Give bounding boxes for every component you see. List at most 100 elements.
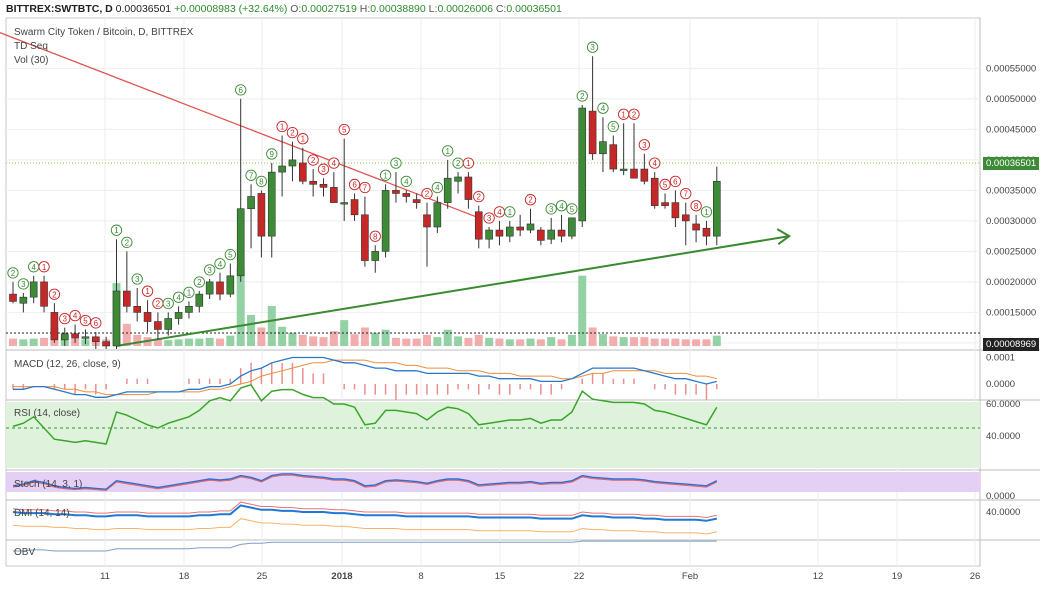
- td-count-circle: [193, 276, 205, 288]
- td-count-circle: [586, 41, 599, 53]
- td-count-marker: 2: [628, 108, 640, 120]
- dmi-tick-label: 40.0000: [986, 507, 1020, 518]
- candle-body: [609, 144, 618, 170]
- low-value: 0.00026006: [437, 3, 493, 15]
- candle-body: [257, 193, 266, 237]
- td-count-marker: 1: [462, 157, 475, 169]
- td-count-label: 7: [249, 171, 254, 180]
- td-count-label: 4: [601, 104, 606, 113]
- td-count-label: 1: [704, 208, 709, 217]
- td-count-marker: 5: [79, 314, 92, 327]
- td-count-circle: [121, 236, 133, 249]
- td-count-label: 2: [632, 110, 637, 119]
- volume-bar: [433, 337, 442, 346]
- td-count-label: 5: [228, 251, 233, 260]
- td-count-label: 4: [176, 293, 181, 302]
- candle-body: [9, 293, 17, 302]
- rsi-legend[interactable]: RSI (14, close): [14, 408, 81, 419]
- td-count-marker: 3: [390, 157, 402, 169]
- stoch-legend[interactable]: Stoch (14, 3, 1): [14, 479, 83, 490]
- open-label: O:: [290, 3, 302, 15]
- dmi-adx-line: [12, 504, 718, 522]
- last-price: 0.00036501: [115, 3, 172, 15]
- td-count-marker: 5: [224, 248, 237, 261]
- volume-bar: [650, 338, 659, 346]
- td-count-marker: 6: [90, 317, 102, 329]
- volume-bar: [640, 337, 649, 346]
- td-count-circle: [266, 148, 278, 160]
- candle-body: [505, 226, 514, 237]
- candle-body: [568, 217, 576, 237]
- td-count-marker: 3: [638, 139, 650, 151]
- time-axis-label: 2018: [331, 571, 352, 582]
- time-axis-label: 25: [257, 571, 268, 582]
- td-count-label: 4: [435, 184, 440, 193]
- macd-legend[interactable]: MACD (12, 26, close, 9): [14, 359, 121, 370]
- td-count-marker: 6: [669, 175, 682, 188]
- td-count-label: 3: [642, 141, 647, 150]
- td-count-circle: [183, 286, 195, 299]
- dmi-legend[interactable]: DMI (14, 14): [14, 508, 70, 519]
- td-count-label: 6: [673, 177, 678, 186]
- td-count-marker: 4: [493, 206, 506, 218]
- td-count-marker: 3: [483, 212, 495, 224]
- volume-bar: [391, 337, 400, 346]
- close-value: 0.00036501: [506, 3, 562, 15]
- td-count-circle: [172, 291, 185, 303]
- td-count-marker: 2: [152, 297, 164, 310]
- td-count-label: 3: [207, 266, 212, 275]
- candle-body: [650, 177, 659, 206]
- candle-body: [195, 293, 204, 307]
- candle-body: [640, 168, 649, 182]
- td-count-label: 4: [497, 208, 502, 217]
- td-count-circle: [607, 120, 619, 133]
- rsi-band: [6, 402, 980, 468]
- candle-body: [226, 275, 235, 295]
- volume-legend[interactable]: Vol (30): [14, 55, 49, 66]
- obv-line: [13, 540, 717, 552]
- candle-body: [133, 305, 141, 313]
- td-count-label: 8: [259, 177, 264, 186]
- volume-bar: [402, 338, 411, 346]
- td-count-marker: 8: [369, 230, 381, 242]
- close-label: C:: [495, 3, 507, 15]
- volume-bar: [360, 327, 369, 346]
- td-count-label: 1: [466, 159, 471, 168]
- macd-line: [13, 356, 717, 398]
- candle-body: [288, 159, 297, 167]
- volume-bar: [350, 334, 359, 346]
- price-tick-label: 0.00035000: [986, 185, 1036, 196]
- td-count-label: 1: [42, 263, 47, 272]
- volume-bar: [526, 338, 535, 346]
- td-seq-legend[interactable]: TD Seq: [14, 41, 48, 52]
- candle-body: [267, 171, 276, 237]
- candle-body: [185, 305, 193, 313]
- td-count-marker: 2: [473, 190, 485, 203]
- volume-bar: [288, 332, 297, 346]
- td-count-circle: [224, 248, 237, 261]
- td-count-marker: 1: [618, 108, 630, 120]
- stoch-tick-label: 0.0000: [986, 491, 1015, 502]
- time-axis-label: Feb: [682, 571, 698, 582]
- candle-body: [164, 318, 173, 330]
- candle-body: [278, 165, 286, 173]
- td-count-circle: [245, 169, 257, 181]
- td-count-marker: 1: [276, 120, 288, 133]
- volume-bar: [216, 338, 224, 346]
- td-count-label: 2: [477, 193, 482, 202]
- volume-bar: [547, 337, 556, 346]
- candle-body: [123, 290, 131, 307]
- td-count-marker: 1: [38, 261, 50, 273]
- symbol-label[interactable]: BITTREX:SWTBTC, D: [6, 3, 113, 15]
- obv-legend[interactable]: OBV: [14, 547, 36, 558]
- td-count-marker: 3: [162, 297, 174, 310]
- td-count-label: 9: [270, 150, 275, 159]
- td-count-marker: 1: [442, 145, 454, 157]
- td-count-circle: [379, 169, 392, 181]
- td-count-circle: [276, 120, 288, 133]
- volume-bar: [309, 336, 318, 346]
- stoch-d-line: [12, 474, 718, 492]
- td-count-marker: 2: [421, 187, 433, 200]
- main-series-legend[interactable]: Swarm City Token / Bitcoin, D, BITTREX: [14, 27, 194, 38]
